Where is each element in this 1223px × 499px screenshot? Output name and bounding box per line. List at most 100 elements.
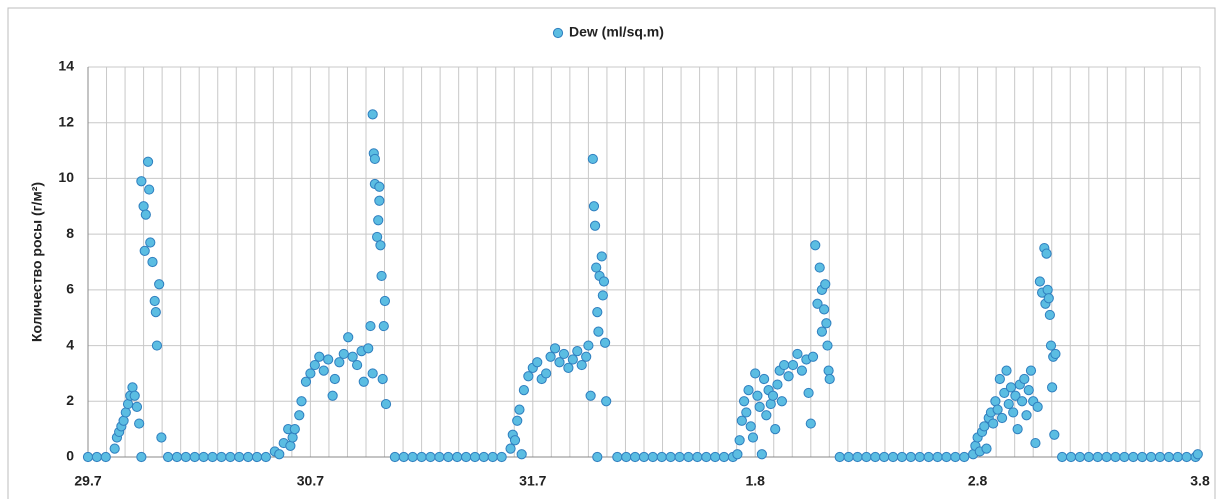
point bbox=[376, 270, 387, 282]
point bbox=[180, 451, 191, 463]
point bbox=[656, 451, 667, 463]
point bbox=[289, 424, 300, 435]
point bbox=[1145, 451, 1157, 463]
legend-label: Dew (ml/sq.m) bbox=[569, 24, 664, 40]
point bbox=[162, 451, 174, 463]
x-tick-label: 1.8 bbox=[745, 473, 765, 489]
point bbox=[1019, 373, 1030, 385]
point bbox=[358, 376, 369, 387]
point bbox=[285, 440, 296, 451]
point bbox=[587, 153, 598, 165]
point bbox=[131, 401, 143, 412]
point bbox=[852, 451, 863, 463]
point bbox=[318, 365, 329, 376]
point bbox=[334, 357, 345, 368]
point bbox=[1092, 451, 1103, 463]
x-tick-label: 2.8 bbox=[968, 473, 988, 489]
point bbox=[747, 432, 759, 443]
point bbox=[225, 451, 236, 463]
point bbox=[374, 195, 385, 206]
point bbox=[541, 368, 552, 379]
point bbox=[377, 373, 388, 385]
point bbox=[932, 451, 943, 463]
point bbox=[147, 256, 158, 268]
point bbox=[1049, 429, 1060, 440]
point bbox=[1154, 451, 1166, 463]
point bbox=[425, 451, 436, 463]
point bbox=[300, 376, 312, 387]
point bbox=[372, 231, 383, 243]
point bbox=[999, 387, 1010, 399]
y-tick-label: 14 bbox=[58, 58, 74, 74]
point bbox=[243, 451, 254, 463]
point bbox=[274, 449, 285, 460]
point bbox=[896, 451, 908, 463]
point bbox=[981, 443, 992, 454]
point bbox=[1163, 451, 1174, 463]
y-tick-label: 12 bbox=[58, 113, 74, 129]
point bbox=[367, 368, 378, 379]
point bbox=[314, 351, 325, 362]
point bbox=[819, 304, 830, 315]
point bbox=[1005, 382, 1017, 393]
point bbox=[545, 351, 556, 362]
point bbox=[1050, 348, 1061, 360]
point bbox=[478, 451, 489, 463]
point bbox=[505, 443, 516, 454]
point bbox=[772, 379, 783, 390]
point bbox=[487, 451, 498, 463]
point bbox=[738, 396, 750, 407]
point bbox=[363, 343, 374, 354]
point bbox=[514, 404, 525, 415]
point bbox=[1045, 340, 1057, 351]
point bbox=[710, 451, 721, 463]
point bbox=[1128, 451, 1139, 463]
point bbox=[287, 432, 298, 443]
point bbox=[765, 398, 776, 410]
point bbox=[347, 351, 358, 362]
point bbox=[305, 368, 316, 379]
point bbox=[1012, 424, 1023, 435]
point bbox=[736, 415, 747, 426]
point bbox=[154, 279, 165, 290]
point bbox=[588, 201, 600, 212]
point bbox=[805, 418, 816, 429]
point bbox=[1119, 451, 1130, 463]
point bbox=[581, 351, 592, 362]
point bbox=[373, 215, 384, 226]
point bbox=[741, 407, 752, 418]
point bbox=[1101, 451, 1112, 463]
point bbox=[823, 365, 834, 376]
point bbox=[375, 240, 386, 251]
y-tick-label: 2 bbox=[66, 392, 74, 408]
point bbox=[1025, 365, 1037, 376]
point bbox=[127, 382, 138, 393]
point bbox=[1192, 449, 1203, 460]
point bbox=[807, 351, 819, 362]
point bbox=[887, 451, 899, 463]
point bbox=[820, 279, 831, 290]
point bbox=[592, 451, 603, 463]
point bbox=[460, 451, 472, 463]
point bbox=[572, 346, 583, 357]
point bbox=[549, 343, 561, 354]
point bbox=[380, 398, 392, 410]
point bbox=[149, 295, 160, 307]
point bbox=[296, 396, 307, 407]
point bbox=[327, 390, 338, 401]
point bbox=[879, 451, 890, 463]
legend-marker bbox=[552, 27, 564, 39]
point bbox=[593, 326, 604, 337]
point bbox=[718, 451, 730, 463]
point bbox=[814, 262, 825, 273]
point bbox=[770, 424, 781, 435]
point bbox=[1044, 309, 1055, 321]
point bbox=[496, 451, 507, 463]
point bbox=[352, 359, 363, 371]
point bbox=[743, 385, 754, 396]
point bbox=[1003, 398, 1014, 410]
point bbox=[1010, 390, 1021, 401]
point bbox=[783, 371, 794, 382]
point bbox=[990, 396, 1001, 407]
